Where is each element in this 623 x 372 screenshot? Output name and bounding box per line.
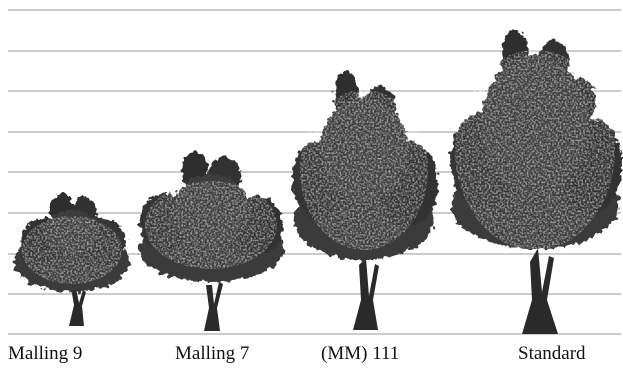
label-malling-9: Malling 9	[8, 343, 83, 364]
trunk	[522, 248, 558, 334]
trunk	[204, 282, 223, 331]
trunk	[353, 258, 379, 330]
trunk	[69, 288, 86, 326]
tree-mm-111	[292, 71, 438, 330]
label-standard: Standard	[518, 343, 586, 364]
tree-malling-9	[14, 193, 130, 326]
label-mm-111: (MM) 111	[321, 343, 400, 364]
label-malling-7: Malling 7	[175, 343, 250, 364]
tree-standard	[450, 30, 622, 334]
tree-malling-7	[138, 152, 284, 331]
